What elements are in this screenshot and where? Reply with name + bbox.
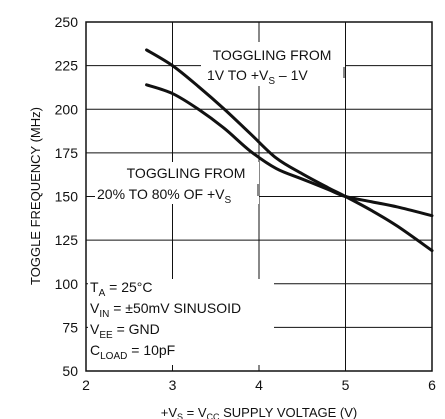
y-tick-label: 75 [62,319,78,335]
y-tick-label: 175 [55,145,79,161]
condition-vee: VEE = GND [90,321,160,341]
x-axis-title: +VS = VCC SUPPLY VOLTAGE (V) [161,405,358,419]
condition-vin: VIN = ±50mV SINUSOID [90,300,241,320]
curve-20-to-80-percent [145,83,434,218]
test-conditions: TA = 25°C VIN = ±50mV SINUSOID VEE = GND… [88,279,274,365]
upper-curve-annotation: TOGGLING FROM 1V TO +VS – 1V [201,42,345,87]
plot-frame [85,21,433,372]
curve-1v-to-vs-minus-1v [145,48,434,253]
x-tick-label: 6 [428,377,436,393]
upper-annotation-line1: TOGGLING FROM [213,47,332,63]
tick-label-layer: 2 3 4 5 6 50 75 100 125 150 175 200 225 250 [55,14,436,393]
y-tick-label: 100 [55,276,79,292]
y-axis-title: TOGGLE FREQUENCY (MHz) [28,107,43,285]
x-tick-label: 2 [82,377,90,393]
y-tick-label: 50 [62,363,78,379]
lower-annotation-line2: 20% TO 80% OF +VS [97,186,232,206]
y-tick-label: 225 [55,58,79,74]
y-tick-label: 150 [55,189,79,205]
lower-annotation-line1: TOGGLING FROM [127,165,246,181]
y-tick-label: 125 [55,232,79,248]
condition-cload: CLOAD = 10pF [90,342,175,362]
y-tick-label: 200 [55,101,79,117]
x-tick-label: 3 [169,377,177,393]
lower-curve-annotation: TOGGLING FROM 20% TO 80% OF +VS [95,162,259,206]
upper-annotation-line2: 1V TO +VS – 1V [207,67,308,87]
y-tick-label: 250 [55,14,79,30]
x-tick-label: 5 [342,377,350,393]
x-tick-label: 4 [255,377,263,393]
curve-layer [145,48,434,253]
condition-ta: TA = 25°C [90,279,152,299]
